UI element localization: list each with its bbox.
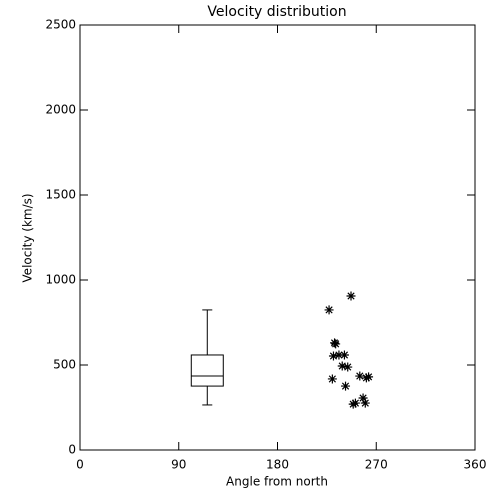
- point: [348, 399, 358, 409]
- y-tick-label: 0: [68, 443, 76, 457]
- point: [337, 361, 347, 371]
- point: [346, 291, 356, 301]
- x-tick-label: 270: [365, 458, 388, 472]
- chart-title: Velocity distribution: [207, 4, 346, 20]
- x-tick-label: 360: [464, 458, 487, 472]
- y-tick-label: 2500: [45, 18, 76, 32]
- point: [327, 374, 337, 384]
- point: [343, 362, 353, 372]
- y-tick-label: 1500: [45, 188, 76, 202]
- y-axis-label: Velocity (km/s): [21, 193, 35, 282]
- box: [190, 354, 224, 387]
- point: [324, 305, 334, 315]
- point: [364, 372, 374, 382]
- x-tick-label: 180: [266, 458, 289, 472]
- point: [350, 398, 360, 408]
- x-axis-label: Angle from north: [226, 475, 328, 489]
- x-tick-label: 0: [76, 458, 84, 472]
- point: [360, 398, 370, 408]
- point: [334, 350, 344, 360]
- point: [358, 393, 368, 403]
- y-tick-label: 2000: [45, 103, 76, 117]
- point: [361, 373, 371, 383]
- point: [328, 351, 338, 361]
- y-tick-label: 500: [53, 358, 76, 372]
- point: [339, 350, 349, 360]
- point: [341, 381, 351, 391]
- y-tick-label: 1000: [45, 273, 76, 287]
- point: [355, 371, 365, 381]
- point: [330, 338, 340, 348]
- x-tick-label: 90: [171, 458, 186, 472]
